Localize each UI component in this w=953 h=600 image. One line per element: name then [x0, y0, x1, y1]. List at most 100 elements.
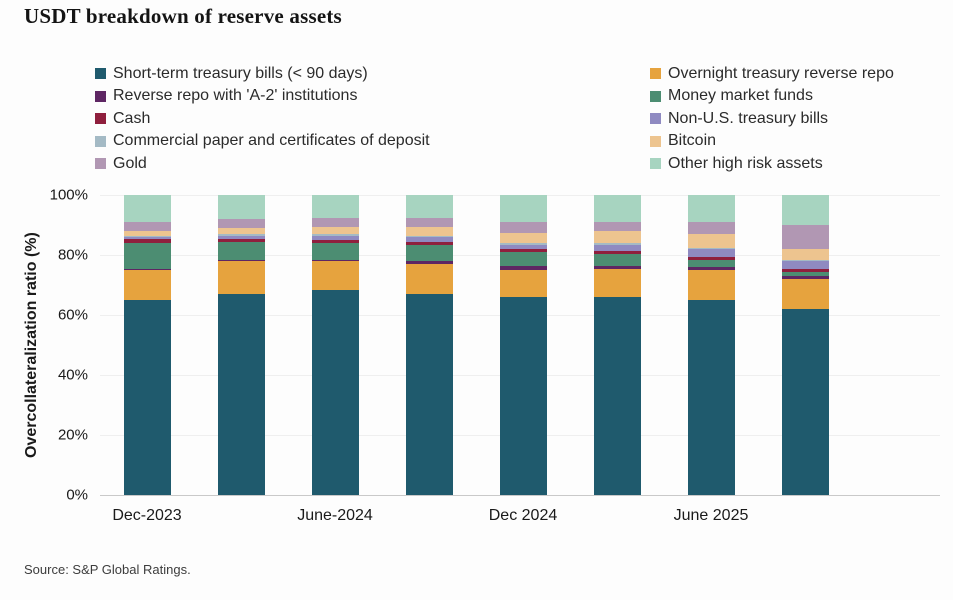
bar-segment: [123, 222, 171, 231]
legend-item: Gold: [95, 153, 650, 175]
bar-segment: [593, 297, 641, 495]
bar-segment: [405, 235, 453, 237]
bar-segment: [499, 195, 547, 222]
bar-segment: [123, 268, 171, 270]
y-tick-label: 100%: [49, 186, 88, 204]
bar-segment: [405, 217, 453, 227]
bar-segment: [499, 232, 547, 243]
legend-label: Other high risk assets: [668, 154, 823, 172]
bar-segment: [499, 244, 547, 249]
x-tick-label: Dec 2024: [488, 507, 558, 524]
bar-segment: [499, 249, 547, 252]
y-axis-title: Overcollateralization ratio (%): [23, 232, 40, 458]
bar-segment: [405, 261, 453, 264]
x-tick-label: Dec-2023: [112, 507, 182, 524]
bar-segment: [405, 195, 453, 218]
legend-swatch: [650, 90, 661, 102]
chart-title: USDT breakdown of reserve assets: [24, 4, 342, 28]
bar-segment: [217, 195, 265, 219]
bar-segment: [687, 300, 735, 495]
legend-swatch: [650, 135, 661, 147]
bar-slot: [758, 195, 852, 495]
bar-segment: [405, 241, 453, 245]
bar-segment: [311, 259, 359, 261]
plot-area: 0% 20% 40% 60% 80% 100% Dec-2023 June-2024 Dec …: [50, 187, 940, 524]
bar-slot: [288, 195, 382, 495]
bar-segment: [217, 228, 265, 234]
bar-segment: [687, 256, 735, 260]
bar-segment: [687, 259, 735, 267]
bar-segment: [687, 234, 735, 248]
legend-swatch: [650, 68, 661, 80]
stacked-bar: [217, 195, 265, 495]
bar-segment: [311, 217, 359, 227]
legend-label: Non-U.S. treasury bills: [668, 109, 829, 127]
bar-segment: [405, 226, 453, 236]
bar-segment: [499, 222, 547, 233]
bar-segment: [499, 265, 547, 270]
bar-segment: [311, 226, 359, 234]
legend-item: Other high risk assets: [650, 153, 894, 175]
legend-item: Cash: [95, 108, 650, 130]
stacked-bar: [593, 195, 641, 495]
bar-segment: [593, 268, 641, 297]
legend-swatch: [95, 90, 106, 102]
bar-segment: [593, 243, 641, 245]
bar-segment: [311, 240, 359, 243]
legend-swatch: [95, 135, 106, 147]
bar-slot: [476, 195, 570, 495]
bar-segment: [781, 259, 829, 261]
bar-segment: [499, 270, 547, 297]
bar-segment: [217, 235, 265, 239]
x-tick-label: June-2024: [297, 507, 373, 524]
legend-label: Reverse repo with 'A-2' institutions: [113, 87, 358, 105]
bar-segment: [687, 249, 735, 257]
legend-item: Short-term treasury bills (< 90 days): [95, 63, 650, 85]
bar-segment: [499, 243, 547, 245]
legend-swatch: [95, 113, 106, 125]
bar-segment: [123, 237, 171, 239]
bar-segment: [781, 225, 829, 249]
bar-segment: [311, 261, 359, 290]
legend-item: Non-U.S. treasury bills: [650, 108, 894, 130]
bar-segment: [781, 279, 829, 309]
bar-segment: [687, 247, 735, 249]
bar-segment: [217, 219, 265, 228]
legend-item: Money market funds: [650, 86, 894, 108]
bar-segment: [687, 222, 735, 234]
legend-item: Bitcoin: [650, 131, 894, 153]
bar-segment: [593, 250, 641, 254]
legend-swatch: [95, 68, 106, 80]
bar-segment: [217, 234, 265, 236]
bar-segment: [781, 309, 829, 495]
legend-label: Commercial paper and certificates of dep…: [113, 132, 430, 150]
bar-segment: [593, 253, 641, 266]
bar-segment: [217, 261, 265, 294]
bar-segment: [123, 270, 171, 300]
bar-segment: [781, 271, 829, 276]
x-axis-line: [100, 495, 940, 496]
legend-swatch: [650, 158, 661, 170]
stacked-bar: [687, 195, 735, 495]
bar-segment: [593, 244, 641, 251]
bar-segment: [781, 268, 829, 272]
bar-segment: [311, 235, 359, 240]
y-tick-label: 60%: [57, 306, 88, 324]
bar-segment: [499, 297, 547, 495]
bar-segment: [217, 238, 265, 242]
stacked-bar: [123, 195, 171, 495]
bar-segment: [405, 294, 453, 495]
y-tick-label: 20%: [57, 426, 88, 444]
bar-segment: [593, 222, 641, 231]
bar-segment: [593, 265, 641, 269]
legend-item: Reverse repo with 'A-2' institutions: [95, 86, 650, 108]
bar-segment: [123, 235, 171, 237]
bar-slot: [570, 195, 664, 495]
legend-swatch: [650, 113, 661, 125]
bar-segment: [123, 195, 171, 222]
stacked-bars: [100, 195, 852, 495]
bar-segment: [311, 195, 359, 218]
bar-segment: [687, 195, 735, 222]
bar-segment: [781, 195, 829, 225]
bar-segment: [593, 195, 641, 222]
